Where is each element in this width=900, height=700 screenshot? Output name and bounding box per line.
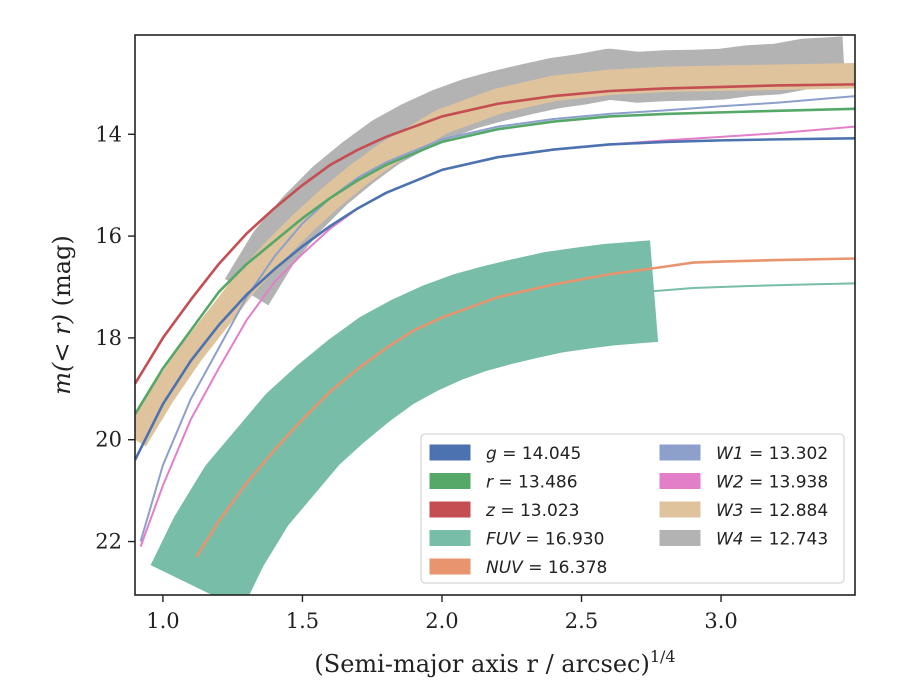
series-nuv [195,257,855,558]
series-r [135,107,855,415]
series-fuv [150,240,855,595]
legend-band-name: W2 [716,473,744,493]
legend-item-r: r = 13.486 [429,473,578,493]
legend-swatch [429,558,471,575]
x-tick-label: 1.0 [146,609,179,633]
series-w3 [135,63,855,447]
legend-item-nuv: NUV = 16.378 [429,558,607,578]
legend-swatch [429,473,471,489]
legend-swatch [659,473,701,489]
legend-band-value: = 13.938 [744,473,829,493]
legend-label: g = 14.045 [486,444,581,464]
legend-band-value: = 12.884 [744,501,829,521]
legend-band-name: NUV [486,558,524,578]
y-tick-label: 14 [95,122,122,146]
x-tick-label: 2.5 [565,609,598,633]
legend-label: NUV = 16.378 [486,558,607,578]
legend-swatch [429,530,471,546]
series-z-line [135,83,855,385]
legend-swatch [429,501,471,518]
legend-band-value: = 16.930 [520,530,605,550]
series-g-line [135,137,855,461]
legend-item-z: z = 13.023 [429,501,579,521]
legend-band-name: W1 [716,444,744,464]
x-axis-label-text: (Semi-major axis r / arcsec) [314,650,649,678]
legend-band-value: = 12.743 [744,530,829,550]
series-r-line [135,107,855,415]
legend-item-w3: W3 = 12.884 [659,501,828,521]
legend-band-value: = 16.378 [523,558,608,578]
y-axis-label-unit: (mag) [48,235,76,314]
legend-band-name: FUV [486,530,521,550]
series-w1-line [139,95,855,542]
series-g [135,137,855,461]
legend-swatch [659,501,701,518]
legend-label: W1 = 13.302 [716,444,828,464]
series-w1 [139,95,855,542]
legend-band-name: W3 [716,501,744,521]
plot-frame [134,34,856,596]
x-axis-label: (Semi-major axis r / arcsec)1/4 [314,647,675,678]
series-w3-line [135,74,855,441]
series-fuv-line [195,282,855,588]
legend-swatch [659,530,701,546]
y-tick-label: 18 [95,326,122,350]
legend-band-value: = 13.302 [744,444,829,464]
y-tick-label: 16 [95,224,122,248]
legend-item-w2: W2 = 13.938 [659,473,828,493]
x-tick-label: 1.5 [286,609,319,633]
y-axis: 14 16 18 20 22 [95,122,135,554]
legend-swatch [659,444,701,461]
legend-band-value: = 13.023 [495,501,580,521]
legend-swatch [429,444,471,461]
x-axis-label-exponent: 1/4 [650,647,676,666]
legend-band-name: W4 [716,530,744,550]
legend-label: r = 13.486 [486,473,578,493]
legend-item-g: g = 14.045 [429,444,581,464]
legend-band-value: = 14.045 [497,444,582,464]
legend-band-name: g [486,444,497,464]
legend-item-fuv: FUV = 16.930 [429,530,604,550]
series-z [135,83,855,385]
legend-box [420,433,845,584]
legend-label: W2 = 13.938 [716,473,828,493]
y-tick-label: 20 [95,428,122,452]
legend-label: W3 = 12.884 [716,501,828,521]
legend-band-value: = 13.486 [493,473,578,493]
x-axis: 1.0 1.5 2.0 2.5 3.0 [146,595,738,633]
x-tick-label: 3.0 [704,609,737,633]
y-axis-label-symbol: m(< r) [48,314,76,395]
legend-item-w1: W1 = 13.302 [659,444,828,464]
series-layer [135,36,855,595]
legend-item-w4: W4 = 12.743 [659,530,828,550]
legend-label: z = 13.023 [485,501,579,521]
y-axis-label: m(< r) (mag) [48,235,76,395]
legend-label: FUV = 16.930 [486,530,604,550]
series-nuv-line [195,257,855,558]
legend-label: W4 = 12.743 [716,530,828,550]
x-tick-label: 2.0 [425,609,458,633]
legend-band-name: r [486,473,494,493]
y-tick-label: 22 [95,530,122,554]
legend-band-name: z [485,501,496,521]
